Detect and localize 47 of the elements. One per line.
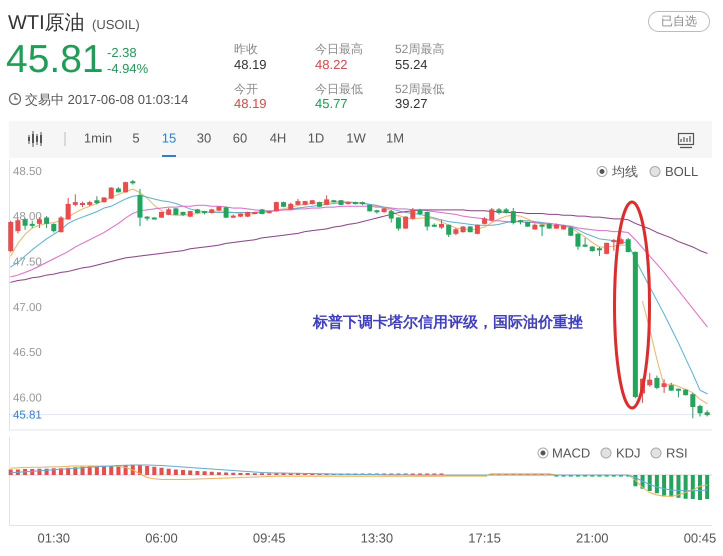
text: 48.19 xyxy=(234,57,267,72)
text: 48.19 xyxy=(234,96,267,111)
x-tick-label: 17:15 xyxy=(468,530,501,546)
text: 52周最低 xyxy=(395,82,444,96)
x-tick-label: 01:30 xyxy=(38,530,70,546)
text: 4H xyxy=(270,130,286,146)
text: RSI xyxy=(666,446,688,460)
text: -4.94% xyxy=(107,61,149,76)
text: 5 xyxy=(132,130,140,146)
text: 39.27 xyxy=(395,96,428,111)
x-tick-label: 21:00 xyxy=(576,530,609,546)
text: 今日最低 xyxy=(315,82,363,96)
y-tick-label: 46.00 xyxy=(13,392,42,404)
text: 30 xyxy=(196,130,212,146)
text: 48.22 xyxy=(315,57,348,72)
text: 55.24 xyxy=(395,57,428,72)
text: 交易中 2017-06-08 01:03:14 xyxy=(25,92,188,107)
text: 1min xyxy=(84,130,112,146)
text: 1D xyxy=(308,130,324,146)
text: 今开 xyxy=(234,82,258,96)
text: KDJ xyxy=(616,446,641,460)
annotation: 均线 xyxy=(611,164,638,179)
text: 1M xyxy=(386,130,404,146)
y-tick-label: 48.00 xyxy=(13,211,42,224)
text: 已自选 xyxy=(661,14,697,28)
y-tick-label: 48.50 xyxy=(13,166,42,178)
text: 1W xyxy=(346,130,366,146)
x-tick-label: 13:30 xyxy=(360,530,394,546)
text: MACD xyxy=(552,446,590,460)
annotation: 标普下调卡塔尔信用评级，国际油价重挫 xyxy=(312,313,583,331)
text: 60 xyxy=(232,130,248,146)
y-tick-label: 47.00 xyxy=(13,302,42,314)
x-tick-label: 09:45 xyxy=(252,530,286,546)
text: (USOIL) xyxy=(92,17,140,32)
text: 昨收 xyxy=(234,42,258,56)
text: 45.81 xyxy=(6,38,104,81)
y-tick-label: 46.50 xyxy=(13,347,42,360)
x-tick-label: 00:45 xyxy=(684,530,716,546)
text: -2.38 xyxy=(107,45,137,60)
text: WTI原油 xyxy=(8,12,85,34)
ref-line-label: 45.81 xyxy=(13,410,42,422)
text: 45.77 xyxy=(315,96,348,111)
text: 52周最高 xyxy=(395,42,444,56)
x-tick-label: 06:00 xyxy=(145,530,178,546)
annotation: BOLL xyxy=(665,164,698,179)
text: 15 xyxy=(162,130,176,146)
text: 今日最高 xyxy=(315,42,363,56)
